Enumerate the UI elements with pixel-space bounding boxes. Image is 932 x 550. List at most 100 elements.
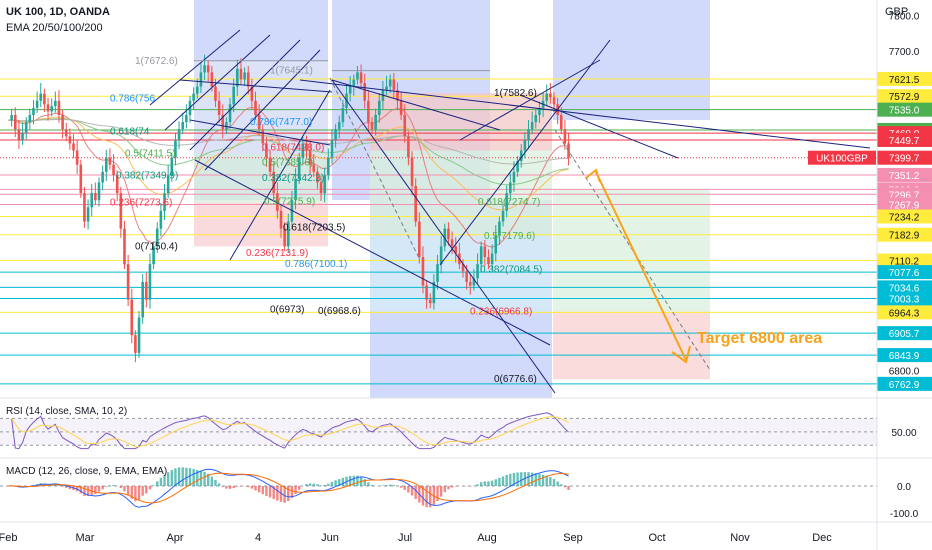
candle-body [265, 143, 268, 158]
trend-line [439, 39, 611, 266]
macd-pane[interactable]: MACD (12, 26, close, 9, EMA, EMA) 0.0 -100… [0, 466, 919, 520]
macd-histogram-bar [487, 481, 490, 486]
macd-histogram-bar [232, 486, 235, 489]
price-level-tag [877, 376, 932, 391]
candle-body [35, 100, 39, 108]
candle-body [421, 257, 425, 286]
candle-body [94, 193, 97, 201]
candle-body [305, 143, 308, 151]
macd-histogram-bar [221, 486, 224, 487]
candle-body [75, 150, 79, 165]
macd-title: MACD (12, 26, close, 9, EMA, EMA) [6, 466, 167, 477]
macd-histogram-bar [86, 486, 90, 497]
candle-body [418, 221, 421, 258]
candle-body [483, 246, 487, 258]
macd-histogram-bar [505, 474, 508, 486]
time-tick: Nov [730, 532, 750, 544]
candle-body [367, 100, 370, 123]
fib-level-label: 0.236(7273.6) [110, 197, 172, 208]
candle-body [374, 114, 377, 130]
candle-body [254, 100, 257, 115]
candle-body [312, 164, 316, 172]
candle-body [130, 299, 134, 336]
candle-body [490, 253, 494, 265]
candle-body [516, 161, 519, 172]
candle-body [323, 175, 326, 194]
price-axis[interactable]: 7621.57572.97535.07477.97469.07449.77351… [808, 12, 932, 391]
macd-histogram-bar [283, 486, 286, 503]
candle-body [101, 171, 104, 183]
fib-level-label: 0.618(7203.5) [283, 222, 345, 233]
candle-body [83, 193, 86, 222]
fib-box [553, 189, 710, 312]
macd-histogram-bar [137, 486, 141, 500]
candle-body [119, 193, 123, 229]
fib-level-label: 1(7672.6) [135, 56, 178, 67]
trend-line [331, 79, 556, 394]
candle-body [155, 228, 159, 247]
candle-body [170, 157, 174, 176]
candle-body [181, 122, 185, 130]
fib-level-label: 0(6776.6) [494, 374, 537, 385]
candle-body [487, 257, 490, 265]
chart-symbol-title[interactable]: UK 100, 1D, OANDA [6, 6, 110, 18]
last-price-tag [877, 150, 932, 165]
ema-indicator-legend[interactable]: EMA 20/50/100/200 [6, 22, 103, 34]
candle-body [57, 100, 61, 115]
macd-signal-line [8, 472, 569, 504]
target-annotation[interactable]: Target 6800 area [585, 168, 822, 364]
candle-body [279, 210, 283, 229]
macd-histogram-bar [268, 486, 272, 498]
macd-histogram-bar [239, 486, 243, 487]
candle-body [294, 178, 297, 201]
candle-body [538, 107, 541, 115]
price-level-value: 7572.9 [889, 92, 920, 103]
macd-histogram-bar [334, 480, 337, 486]
candle-body [509, 182, 512, 194]
macd-histogram-bar [83, 486, 86, 496]
candle-body [141, 281, 144, 318]
candle-body [494, 235, 498, 254]
ema-line [7, 118, 569, 186]
macd-histogram-bar [330, 481, 334, 486]
candle-body [410, 157, 414, 187]
candle-body [192, 93, 195, 101]
price-level-tag [877, 348, 932, 363]
candle-body [505, 193, 508, 211]
macd-histogram-bar [123, 486, 126, 492]
candle-body [166, 175, 170, 194]
macd-histogram-bar [43, 483, 46, 486]
macd-histogram-bar [159, 477, 163, 486]
candle-body [43, 93, 46, 105]
price-level-tag [877, 265, 932, 280]
macd-histogram-bar [65, 486, 68, 488]
candle-body [439, 246, 443, 265]
macd-histogram-bar [436, 486, 439, 502]
macd-histogram-bar [425, 486, 428, 508]
candle-body [236, 68, 239, 87]
macd-histogram-bar [509, 473, 512, 486]
fib-labels: 1(7672.6) 0.786(756 0.618(74 0.5(7411.5) 0.3… [110, 56, 542, 385]
price-tick: 7800.0 [889, 12, 920, 23]
time-zone [553, 0, 710, 120]
candle-body [272, 171, 276, 194]
candle-body [563, 129, 567, 144]
candle-body [17, 129, 21, 140]
rsi-pane[interactable]: RSI (14, close, SMA, 10, 2) 50.00 [0, 406, 917, 450]
time-axis[interactable]: Feb Mar Apr 4 Jun Jul Aug Sep Oct Nov Dec [0, 532, 832, 544]
ema-line [8, 118, 569, 165]
macd-histogram-bar [141, 486, 144, 496]
candle-body [414, 186, 417, 222]
candle-body [239, 68, 243, 80]
symbol-tag-label: UK100GBP [816, 154, 868, 165]
trend-line [229, 89, 331, 261]
candle-body [123, 228, 126, 265]
price-level-value: 6843.9 [889, 351, 920, 362]
macd-histogram-bar [527, 472, 530, 486]
candle-body [436, 264, 439, 282]
candle-body [407, 136, 410, 158]
macd-histogram-bar [101, 486, 104, 490]
macd-histogram-bar [338, 479, 341, 486]
candle-body [72, 143, 75, 151]
